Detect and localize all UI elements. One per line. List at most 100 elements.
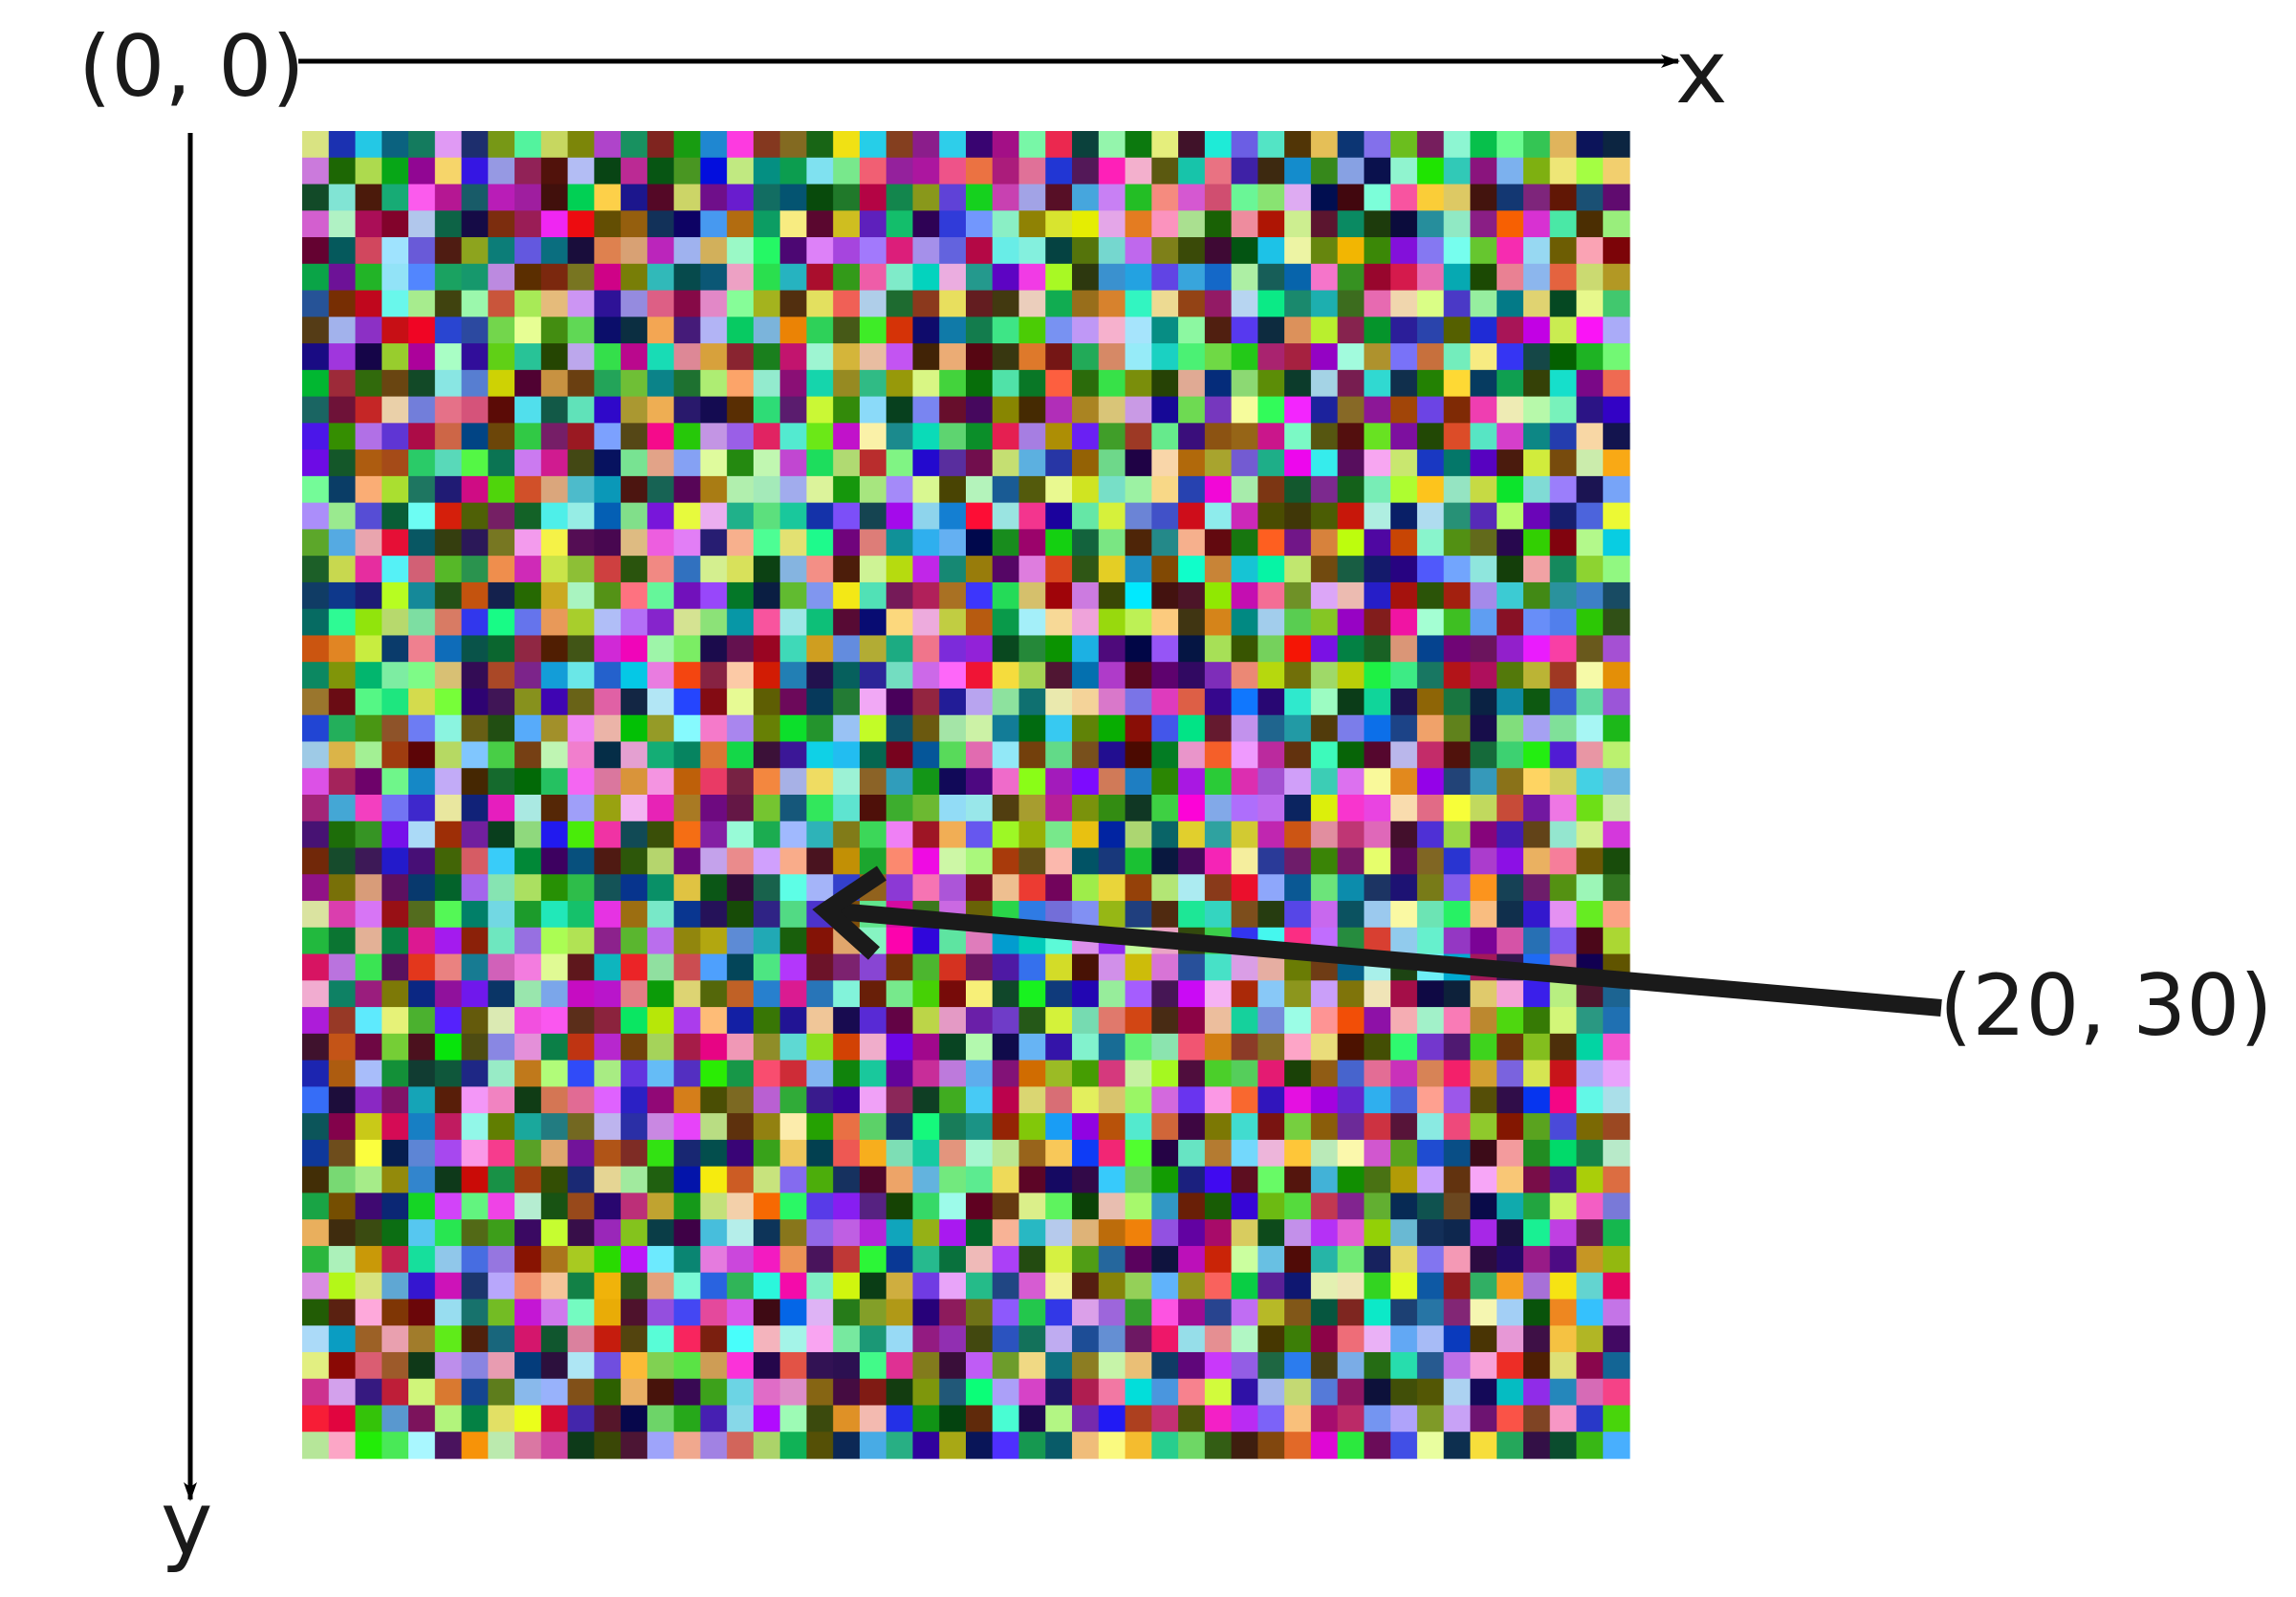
pixel-cell <box>1337 369 1365 398</box>
pixel-cell <box>1364 556 1391 583</box>
pixel-cell <box>1310 1060 1339 1087</box>
pixel-cell <box>514 529 542 557</box>
pixel-cell <box>1522 475 1551 504</box>
pixel-cell <box>1576 901 1604 929</box>
pixel-cell <box>1364 263 1391 292</box>
pixel-cell <box>1125 714 1152 743</box>
pixel-cell <box>1364 475 1391 504</box>
pixel-cell <box>1310 290 1339 317</box>
pixel-cell <box>1416 1299 1445 1326</box>
pixel-cell <box>1416 741 1445 769</box>
pixel-cell <box>302 210 330 238</box>
pixel-cell <box>1310 369 1339 398</box>
pixel-cell <box>1284 820 1312 849</box>
pixel-cell <box>966 1166 994 1193</box>
pixel-cell <box>779 820 808 849</box>
pixel-cell <box>727 662 754 689</box>
pixel-cell <box>514 980 542 1008</box>
pixel-cell <box>992 369 1020 398</box>
pixel-cell <box>488 502 515 530</box>
pixel-cell <box>1603 475 1630 504</box>
pixel-cell <box>434 263 463 292</box>
pixel-cell <box>727 741 754 769</box>
pixel-cell <box>1072 953 1100 981</box>
pixel-cell <box>939 290 967 317</box>
pixel-cell <box>382 263 409 292</box>
pixel-cell <box>1178 1060 1206 1087</box>
pixel-cell <box>1576 263 1604 292</box>
pixel-cell <box>328 820 357 849</box>
pixel-cell <box>1497 237 1524 265</box>
pixel-cell <box>966 714 994 743</box>
pixel-cell <box>1284 1299 1312 1326</box>
pixel-cell <box>912 1192 940 1220</box>
pixel-cell <box>488 847 515 875</box>
pixel-cell <box>355 556 383 583</box>
pixel-cell <box>1337 556 1365 583</box>
pixel-cell <box>1470 1113 1498 1141</box>
pixel-cell <box>1018 343 1046 371</box>
pixel-cell <box>1204 475 1233 504</box>
pixel-cell <box>514 795 542 822</box>
pixel-cell <box>621 608 648 637</box>
pixel-cell <box>779 1007 808 1035</box>
pixel-cell <box>1018 635 1046 663</box>
pixel-cell <box>1416 662 1445 689</box>
pixel-cell <box>302 131 330 159</box>
pixel-cell <box>567 874 595 902</box>
pixel-cell <box>1337 581 1365 610</box>
pixel-cell <box>540 1219 569 1247</box>
pixel-cell <box>833 1378 861 1407</box>
pixel-cell <box>1284 157 1312 186</box>
pixel-cell <box>1497 1086 1524 1114</box>
pixel-cell <box>1204 953 1233 981</box>
pixel-cell <box>673 847 701 875</box>
pixel-cell <box>594 343 622 371</box>
pixel-cell <box>886 1139 914 1168</box>
pixel-cell <box>567 131 595 159</box>
pixel-cell <box>886 237 914 265</box>
pixel-cell <box>328 396 357 424</box>
pixel-cell <box>1337 1113 1365 1141</box>
pixel-cell <box>806 396 834 424</box>
pixel-cell <box>540 290 569 317</box>
pixel-cell <box>1257 449 1285 477</box>
pixel-cell <box>621 1351 648 1380</box>
pixel-cell <box>1390 635 1418 663</box>
pixel-cell <box>514 317 542 344</box>
pixel-cell <box>1125 820 1152 849</box>
pixel-cell <box>1337 1378 1365 1407</box>
pixel-cell <box>833 1245 861 1274</box>
pixel-cell <box>1045 1405 1073 1433</box>
pixel-cell <box>1497 635 1524 663</box>
pixel-cell <box>1284 369 1312 398</box>
pixel-cell <box>488 556 515 583</box>
pixel-cell <box>1337 1245 1365 1274</box>
pixel-cell <box>434 131 463 159</box>
pixel-cell <box>1178 1432 1206 1459</box>
pixel-cell <box>753 1432 781 1459</box>
pixel-cell <box>1231 343 1258 371</box>
pixel-cell <box>673 157 701 186</box>
pixel-cell <box>1231 953 1258 981</box>
pixel-cell <box>1470 635 1498 663</box>
pixel-cell <box>1151 688 1179 716</box>
pixel-cell <box>1576 820 1604 849</box>
pixel-cell <box>434 820 463 849</box>
pixel-cell <box>1443 263 1472 292</box>
pixel-cell <box>1151 608 1179 637</box>
pixel-cell <box>1390 1405 1418 1433</box>
pixel-cell <box>1231 1325 1258 1353</box>
pixel-cell <box>1470 131 1498 159</box>
pixel-cell <box>1522 343 1551 371</box>
pixel-cell <box>806 768 834 796</box>
pixel-cell <box>1018 874 1046 902</box>
pixel-cell <box>1178 1378 1206 1407</box>
pixel-cell <box>1522 131 1551 159</box>
pixel-cell <box>1204 369 1233 398</box>
pixel-cell <box>355 210 383 238</box>
pixel-cell <box>514 1299 542 1326</box>
pixel-cell <box>488 980 515 1008</box>
pixel-cell <box>886 581 914 610</box>
pixel-cell <box>779 449 808 477</box>
